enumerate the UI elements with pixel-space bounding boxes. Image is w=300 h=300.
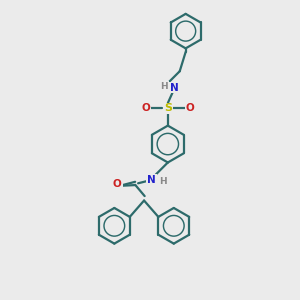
Text: N: N [147, 175, 156, 185]
Text: O: O [113, 179, 122, 189]
Text: N: N [170, 82, 179, 93]
Text: H: H [160, 82, 168, 91]
Text: O: O [141, 103, 150, 113]
Text: S: S [164, 103, 172, 113]
Text: O: O [186, 103, 194, 113]
Text: H: H [159, 177, 166, 186]
